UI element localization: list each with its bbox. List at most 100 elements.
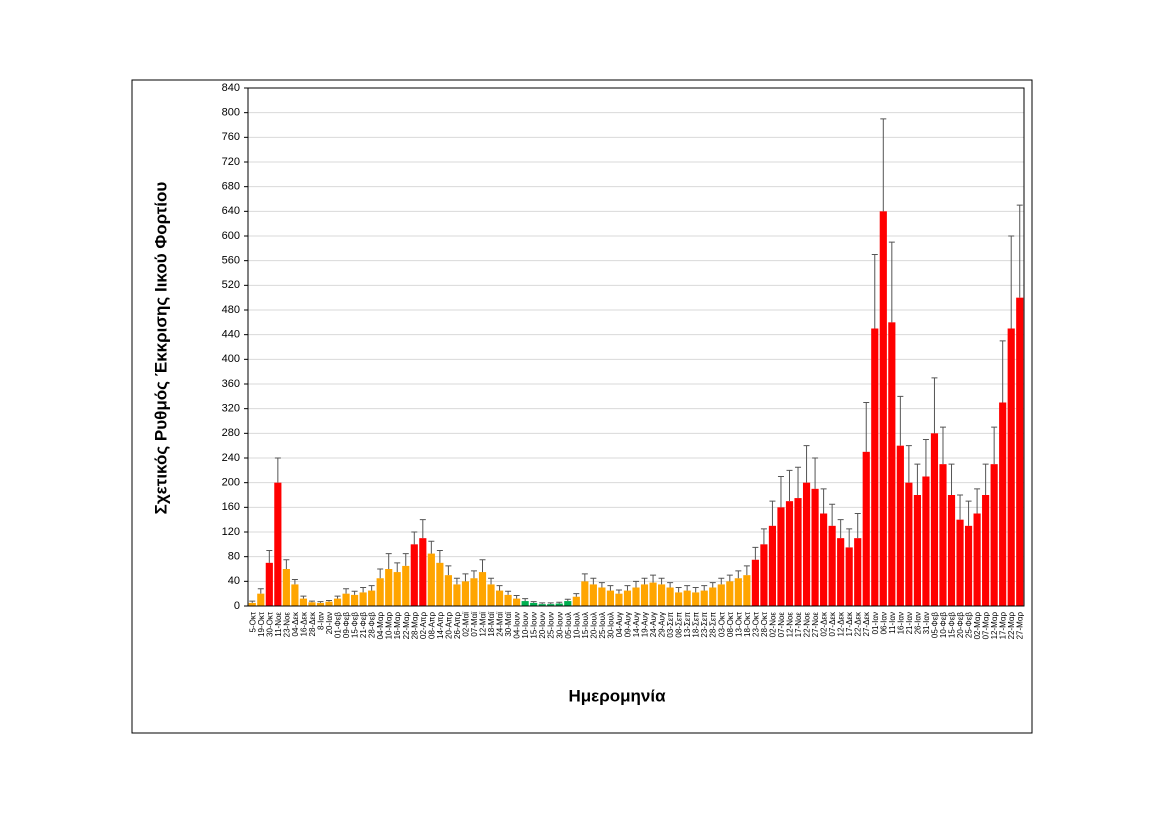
bar <box>572 596 580 606</box>
x-tick-label: 21-Φεβ <box>359 612 368 639</box>
x-tick-label: 12-Δεκ <box>837 611 846 636</box>
error-bar <box>871 254 878 329</box>
error-bar <box>743 565 750 576</box>
x-tick-label: 06-Ιαν <box>879 612 888 634</box>
x-tick-label: 04-Ιουν <box>513 612 522 639</box>
bar <box>828 525 836 606</box>
y-tick-label: 440 <box>222 329 240 341</box>
error-bar <box>377 568 384 579</box>
error-bar <box>999 340 1006 403</box>
error-bar <box>769 500 776 526</box>
x-tick-label: 23-Σεπ <box>700 612 709 638</box>
error-bar <box>880 118 887 212</box>
bar <box>521 601 529 606</box>
error-bar <box>505 590 512 595</box>
bar <box>734 578 742 606</box>
error-bar <box>266 550 273 563</box>
bar <box>427 553 435 606</box>
bar <box>453 584 461 606</box>
x-tick-label: 13-Σεπ <box>683 612 692 638</box>
x-tick-label: 26-Ιαν <box>913 612 922 634</box>
error-bar <box>735 570 742 579</box>
error-bar <box>854 513 861 539</box>
x-tick-label: 15-Ιουν <box>530 612 539 639</box>
x-tick-label: 08-Οκτ <box>726 611 735 637</box>
error-bar <box>607 585 614 591</box>
error-bar <box>939 426 946 465</box>
error-bar <box>803 445 810 483</box>
x-tick-label: 22-Νοε <box>803 612 812 638</box>
error-bar <box>522 598 529 602</box>
error-bar <box>922 439 929 477</box>
x-tick-label: 5-Οκτ <box>248 611 257 632</box>
error-bar <box>820 488 827 514</box>
error-bar <box>470 570 477 579</box>
error-bar <box>402 553 409 566</box>
bar <box>862 451 870 606</box>
x-tick-label: 22-Μαρ <box>1007 612 1016 640</box>
x-tick-label: 20-Απρ <box>444 612 453 639</box>
x-tick-label: 05-Ιουλ <box>564 612 573 639</box>
error-bar <box>326 599 333 602</box>
bar <box>820 513 828 606</box>
x-tick-label: 04-Αυγ <box>615 612 624 637</box>
error-bar <box>914 463 921 495</box>
bar <box>845 547 853 606</box>
error-bar <box>667 582 674 588</box>
error-bar <box>539 602 546 605</box>
y-tick-label: 400 <box>222 353 240 365</box>
x-tick-label: 02-Δεκ <box>820 611 829 636</box>
bar <box>513 598 521 606</box>
y-tick-label: 40 <box>228 575 240 587</box>
bar <box>555 603 563 606</box>
error-bar <box>786 469 793 502</box>
x-tick-label: 02-Απρ <box>419 612 428 639</box>
error-bar <box>283 559 290 569</box>
bar <box>777 507 785 606</box>
x-tick-label: 07-Δεκ <box>828 611 837 636</box>
x-tick-label: 10-Ιουλ <box>572 612 581 639</box>
bar <box>444 575 452 606</box>
y-tick-label: 640 <box>222 205 240 217</box>
error-bar <box>905 445 912 483</box>
error-bar <box>633 580 639 588</box>
y-tick-label: 240 <box>222 452 240 464</box>
bar <box>768 525 777 606</box>
x-tick-label: 24-Μαϊ <box>496 612 505 637</box>
error-bar <box>752 546 759 560</box>
y-axis-title: Σχετικός Ρυθμός Έκκρισης Ιικού Φορτίου <box>151 182 170 515</box>
bar <box>589 584 597 606</box>
y-tick-label: 120 <box>222 526 240 538</box>
bar <box>871 328 879 606</box>
error-bar <box>760 528 767 545</box>
bar <box>547 604 555 606</box>
bar <box>888 322 896 606</box>
y-tick-label: 600 <box>222 230 240 242</box>
bar <box>802 482 811 606</box>
bar <box>248 602 256 606</box>
error-bar <box>496 585 503 591</box>
bar <box>316 602 325 606</box>
x-tick-label: 01-Φεβ <box>334 612 343 639</box>
error-bar <box>965 500 972 526</box>
bar <box>333 598 342 606</box>
error-bar <box>249 600 256 603</box>
bar <box>675 592 683 606</box>
y-tick-label: 480 <box>222 304 240 316</box>
bar <box>785 501 794 606</box>
x-tick-label: 20-Ιουν <box>538 612 547 639</box>
bar <box>368 590 376 606</box>
error-bar <box>598 582 605 588</box>
x-tick-label: 07-Νοε <box>777 612 786 638</box>
x-tick-label: 27-Δεκ <box>862 611 871 636</box>
error-bar <box>590 577 597 585</box>
error-bar <box>308 600 315 603</box>
y-tick-label: 520 <box>222 279 240 291</box>
y-tick-label: 680 <box>222 181 240 193</box>
error-bar <box>343 588 350 594</box>
bar <box>615 593 623 606</box>
bar <box>913 495 921 606</box>
error-bar <box>718 577 725 585</box>
bar <box>726 581 734 606</box>
